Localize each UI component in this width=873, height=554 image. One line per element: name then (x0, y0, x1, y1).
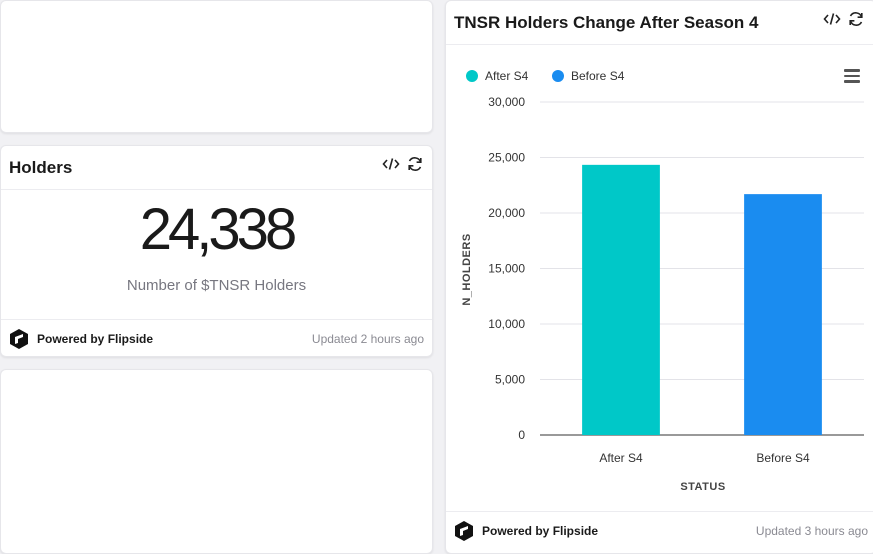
powered-by-link[interactable]: Powered by Flipside (37, 332, 154, 346)
updated-timestamp: Updated 2 hours ago (311, 332, 424, 346)
refresh-icon[interactable] (847, 10, 865, 28)
bar (744, 194, 822, 435)
refresh-icon[interactable] (406, 155, 424, 173)
y-tick-label: 25,000 (488, 151, 525, 165)
holders-count: 24,338 (139, 197, 297, 262)
y-tick-label: 0 (518, 428, 525, 442)
y-axis-title: N_HOLDERS (461, 233, 473, 305)
x-axis-title: STATUS (680, 481, 725, 493)
card-footer: Powered by Flipside Updated 2 hours ago (1, 319, 432, 358)
y-tick-label: 20,000 (488, 206, 525, 220)
legend-swatch (552, 70, 564, 82)
card-title: Holders (9, 158, 73, 177)
x-tick-label: Before S4 (756, 451, 810, 465)
legend-item-after-s4[interactable]: After S4 (466, 69, 528, 83)
holders-card: Holders 24,338 Number of $TNSR Holders P… (0, 145, 433, 357)
card-header: TNSR Holders Change After Season 4 (446, 1, 873, 45)
empty-card-bottom (0, 369, 433, 554)
flipside-logo-icon (455, 521, 473, 541)
powered-by-link[interactable]: Powered by Flipside (482, 524, 599, 538)
code-icon[interactable] (382, 155, 400, 173)
code-icon[interactable] (823, 10, 841, 28)
bar-chart: 0 5,000 10,000 15,000 20,000 25,000 30,000 Afte… (461, 95, 864, 493)
y-tick-label: 5,000 (495, 373, 525, 387)
chart-card: TNSR Holders Change After Season 4 After… (445, 0, 873, 554)
hamburger-menu-icon[interactable] (844, 69, 860, 83)
card-footer: Powered by Flipside Updated 3 hours ago (446, 511, 873, 550)
card-header: Holders (1, 146, 432, 190)
x-tick-label: After S4 (599, 451, 643, 465)
legend-label: After S4 (485, 69, 529, 83)
legend-item-before-s4[interactable]: Before S4 (552, 69, 624, 83)
empty-card-top (0, 0, 433, 133)
card-title: TNSR Holders Change After Season 4 (454, 13, 759, 32)
y-tick-label: 15,000 (488, 262, 525, 276)
metric-caption: Number of $TNSR Holders (126, 277, 307, 294)
bar (582, 164, 660, 435)
legend-label: Before S4 (571, 69, 625, 83)
y-tick-label: 10,000 (488, 317, 525, 331)
flipside-logo-icon (10, 329, 28, 349)
updated-timestamp: Updated 3 hours ago (755, 524, 868, 538)
y-tick-label: 30,000 (488, 95, 525, 109)
legend-swatch (466, 70, 478, 82)
